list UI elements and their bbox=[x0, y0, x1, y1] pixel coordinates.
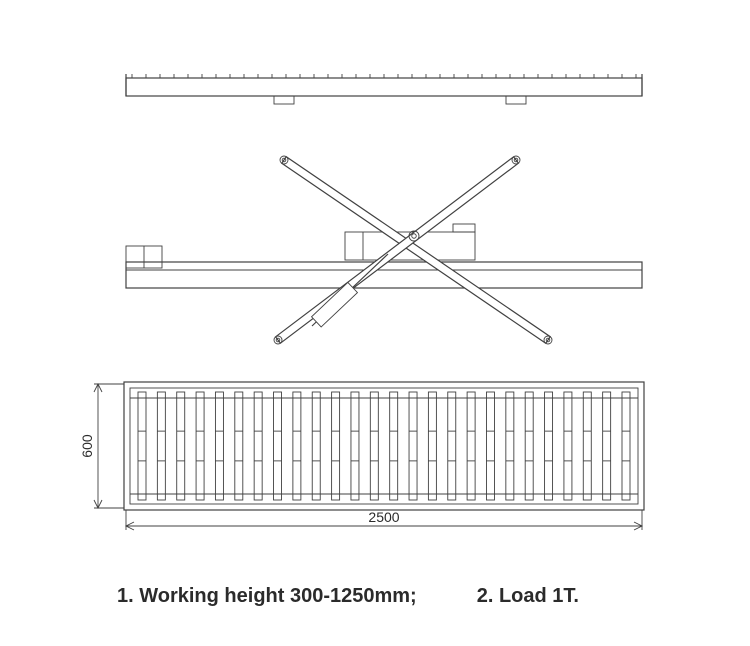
caption-working-height: 1. Working height 300-1250mm; bbox=[117, 585, 417, 608]
side-view bbox=[126, 74, 642, 344]
top-view: 2500 600 bbox=[79, 382, 644, 530]
svg-text:600: 600 bbox=[79, 434, 95, 458]
caption-load: 2. Load 1T. bbox=[477, 585, 579, 608]
diagram-canvas: 2500 600 1. Working height 300-1250mm; 2.… bbox=[0, 0, 750, 646]
technical-drawing-svg: 2500 600 bbox=[0, 0, 750, 646]
caption-row: 1. Working height 300-1250mm; 2. Load 1T… bbox=[0, 585, 750, 608]
svg-text:2500: 2500 bbox=[368, 509, 399, 525]
